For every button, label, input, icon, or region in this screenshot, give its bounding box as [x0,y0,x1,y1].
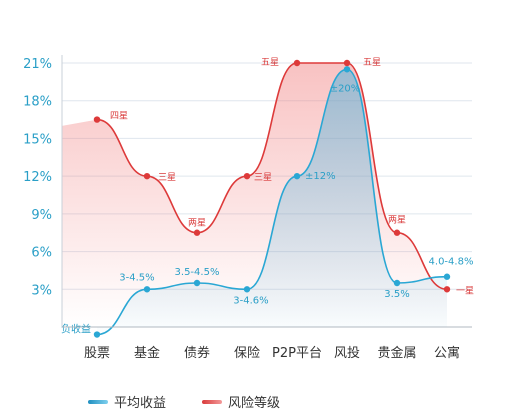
x-tick-label: 公寓 [434,345,460,361]
risk-point [193,229,201,236]
returns-data-label: 3.5% [384,289,409,300]
returns-point [243,286,251,293]
legend-label-risk: 风险等级 [228,396,281,411]
returns-point [393,279,401,287]
returns-data-label: 3-4.6% [233,295,268,306]
legend-swatch-returns [88,399,108,404]
risk-data-label: 三星 [158,172,176,183]
returns-point [93,331,101,338]
axes: 21% 18% 15% 12% 9% 6% 3% 股票 基金 债券 保险 P2P平台 风投 贵金属 公寓 [23,55,472,361]
y-tick-label: 3% [31,283,52,298]
risk-point [93,116,101,123]
y-tick-label: 18% [23,95,52,110]
x-tick-label: 基金 [134,345,160,361]
returns-point [143,286,151,293]
area-fills [62,63,447,335]
risk-point [343,59,351,67]
y-tick-label: 12% [23,170,52,185]
y-tick-label: 15% [23,132,52,147]
returns-data-label: 负收益 [61,323,91,336]
returns-point [443,273,451,280]
legend-item-returns: 平均收益 [88,392,166,411]
returns-area [97,69,447,335]
risk-point [143,172,151,180]
returns-data-label: 3.5-4.5% [175,267,220,278]
returns-point [343,66,351,73]
risk-point [393,229,401,236]
returns-data-label: 4.0-4.8% [429,257,474,268]
risk-data-label: 四星 [110,111,128,122]
returns-point [293,172,301,180]
risk-data-label: 一星 [456,285,474,296]
y-tick-label: 6% [31,246,52,261]
x-tick-label: 债券 [184,345,210,361]
risk-data-label: 两星 [188,218,206,229]
legend-item-risk: 风险等级 [202,392,280,411]
x-tick-label: 股票 [84,346,110,361]
returns-data-label: 3-4.5% [119,272,154,283]
x-tick-label: 风投 [334,345,360,361]
risk-point [243,172,251,180]
x-tick-label: 贵金属 [377,345,416,361]
legend-swatch-risk [202,399,223,404]
risk-data-label: 两星 [388,215,406,226]
x-tick-label: P2P平台 [272,346,322,361]
legend-label-returns: 平均收益 [114,396,167,411]
risk-data-label: 五星 [261,57,279,68]
risk-point [293,59,301,67]
x-tick-label: 保险 [234,346,260,361]
risk-data-label: 五星 [363,57,381,68]
risk-data-label: 三星 [254,172,272,183]
risk-line [96,62,448,291]
legend: 平均收益 风险等级 [88,392,280,411]
returns-data-label: ±20% [330,83,361,94]
risk-point [443,286,451,293]
returns-point [193,279,201,287]
returns-data-label: ±12% [305,171,336,182]
y-tick-label: 21% [23,57,52,72]
data-points [93,59,451,338]
y-tick-label: 9% [31,208,52,223]
